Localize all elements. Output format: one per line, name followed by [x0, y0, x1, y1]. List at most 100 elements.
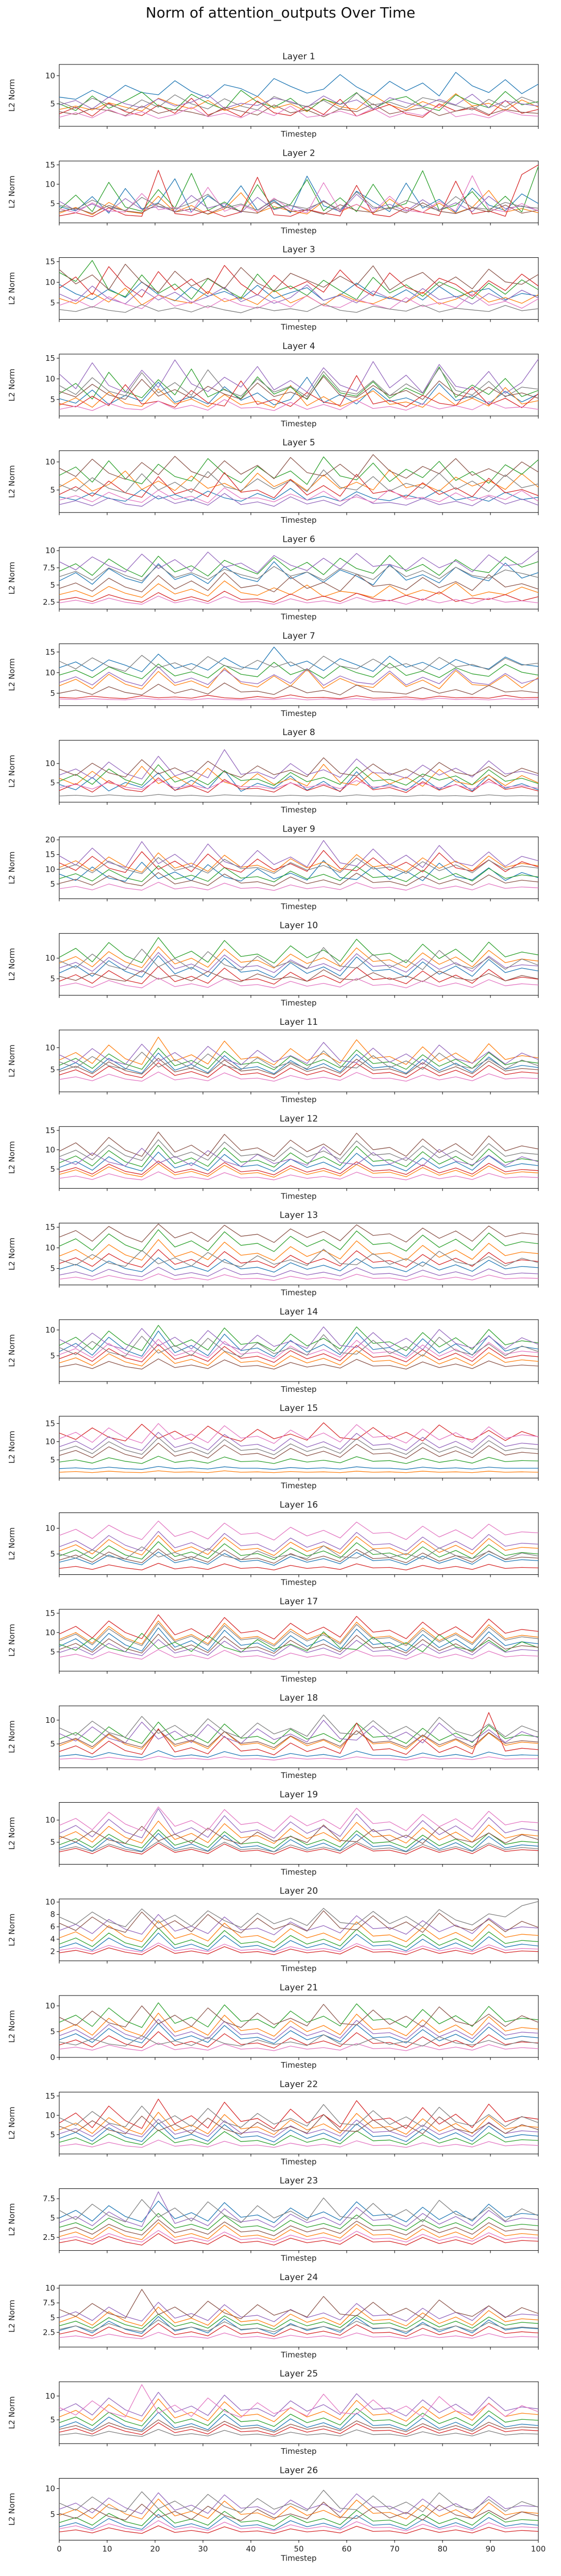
series-line [59, 2233, 539, 2246]
series-line [59, 263, 539, 293]
series-line [59, 1344, 539, 1363]
y-tick-label: 0 [50, 2053, 55, 2062]
panel-title: Layer 14 [280, 1307, 318, 1317]
y-tick-label: 10 [45, 374, 55, 384]
series-line [59, 2407, 539, 2427]
y-axis-label: L2 Norm [7, 2107, 16, 2140]
y-tick-label: 10 [45, 457, 55, 467]
series-line [59, 1326, 539, 1351]
series-line [59, 2031, 539, 2049]
y-tick-label: 10 [45, 2391, 55, 2401]
series-line [59, 1273, 539, 1281]
series-line [59, 2139, 539, 2148]
series-line [59, 2332, 539, 2339]
y-tick-label: 10 [45, 1898, 55, 1907]
series-line [59, 1331, 539, 1357]
y-axis-label: L2 Norm [7, 79, 16, 112]
panel-frame [59, 64, 539, 127]
series-line [59, 1152, 539, 1172]
y-tick-label: 10 [45, 2284, 55, 2293]
x-axis-label: Timestep [280, 1674, 316, 1684]
series-line [59, 265, 539, 298]
panel-title: Layer 12 [280, 1114, 318, 1124]
y-tick-label: 15 [45, 1126, 55, 1135]
y-tick-label: 10 [45, 1437, 55, 1447]
series-line [59, 749, 539, 779]
x-tick-label: 20 [150, 2545, 160, 2554]
series-line [59, 175, 539, 214]
series-line [59, 104, 539, 119]
x-tick-label: 50 [294, 2545, 303, 2554]
y-tick-label: 5 [50, 778, 55, 788]
panel-title: Layer 26 [280, 2466, 318, 2476]
y-tick-label: 5 [50, 1550, 55, 1559]
y-tick-label: 10 [45, 2001, 55, 2010]
y-tick-label: 5 [50, 1455, 55, 1465]
y-axis-label: L2 Norm [7, 1817, 16, 1850]
panel-title: Layer 15 [280, 1403, 318, 1414]
panel-frame [59, 2381, 539, 2444]
series-line [59, 555, 539, 577]
y-tick-label: 5 [50, 2510, 55, 2519]
y-tick-label: 5 [50, 2130, 55, 2139]
series-line [59, 1146, 539, 1167]
series-line [59, 850, 539, 873]
series-line [59, 1349, 539, 1367]
series-line [59, 2213, 539, 2232]
y-tick-label: 15 [45, 647, 55, 657]
x-axis-label: Timestep [280, 805, 316, 815]
y-tick-label: 7.5 [43, 563, 55, 573]
series-line [59, 2122, 539, 2142]
panel-title: Layer 10 [280, 921, 318, 931]
series-line [59, 1144, 539, 1168]
series-line [59, 93, 539, 112]
y-axis-label: L2 Norm [7, 948, 16, 981]
series-line [59, 2391, 539, 2417]
series-line [59, 2034, 539, 2047]
y-tick-label: 5 [50, 1351, 55, 1360]
y-tick-label: 5 [50, 1065, 55, 1074]
series-line [59, 190, 539, 215]
y-axis-label: L2 Norm [7, 658, 16, 691]
x-axis-label: Timestep [280, 709, 316, 718]
x-tick-label: 80 [437, 2545, 447, 2554]
series-line [59, 2222, 539, 2240]
x-axis-label: Timestep [280, 1191, 316, 1201]
y-tick-label: 5 [50, 298, 55, 308]
series-line [59, 1470, 539, 1473]
series-line [59, 472, 539, 498]
series-line [59, 202, 539, 215]
panel-title: Layer 19 [280, 1789, 318, 1800]
x-axis-label: Timestep [280, 323, 316, 332]
series-line [59, 487, 539, 504]
series-line [59, 955, 539, 978]
series-line [59, 595, 539, 605]
series-line [59, 668, 539, 690]
series-line [59, 763, 539, 787]
series-line [59, 764, 539, 786]
series-line [59, 1171, 539, 1181]
series-line [59, 1249, 539, 1268]
series-line [59, 865, 539, 883]
series-line [59, 1531, 539, 1552]
y-tick-label: 5 [50, 2214, 55, 2223]
series-line [59, 2289, 539, 2319]
series-line [59, 1048, 539, 1070]
series-line [59, 1634, 539, 1654]
y-tick-label: 5 [50, 1739, 55, 1749]
series-line [59, 2314, 539, 2330]
y-tick-label: 10 [45, 546, 55, 555]
x-axis-label: Timestep [280, 226, 316, 235]
x-tick-label: 90 [485, 2545, 495, 2554]
series-line [59, 977, 539, 988]
series-line [59, 2302, 539, 2322]
series-line [59, 1841, 539, 1853]
series-line [59, 852, 539, 873]
series-line [59, 1052, 539, 1074]
series-line [59, 2013, 539, 2037]
y-tick-label: 5 [50, 580, 55, 590]
y-axis-label: L2 Norm [7, 2300, 16, 2333]
y-tick-label: 8 [50, 1910, 55, 1919]
x-axis-label: Timestep [280, 2254, 316, 2263]
series-line [59, 2019, 539, 2040]
